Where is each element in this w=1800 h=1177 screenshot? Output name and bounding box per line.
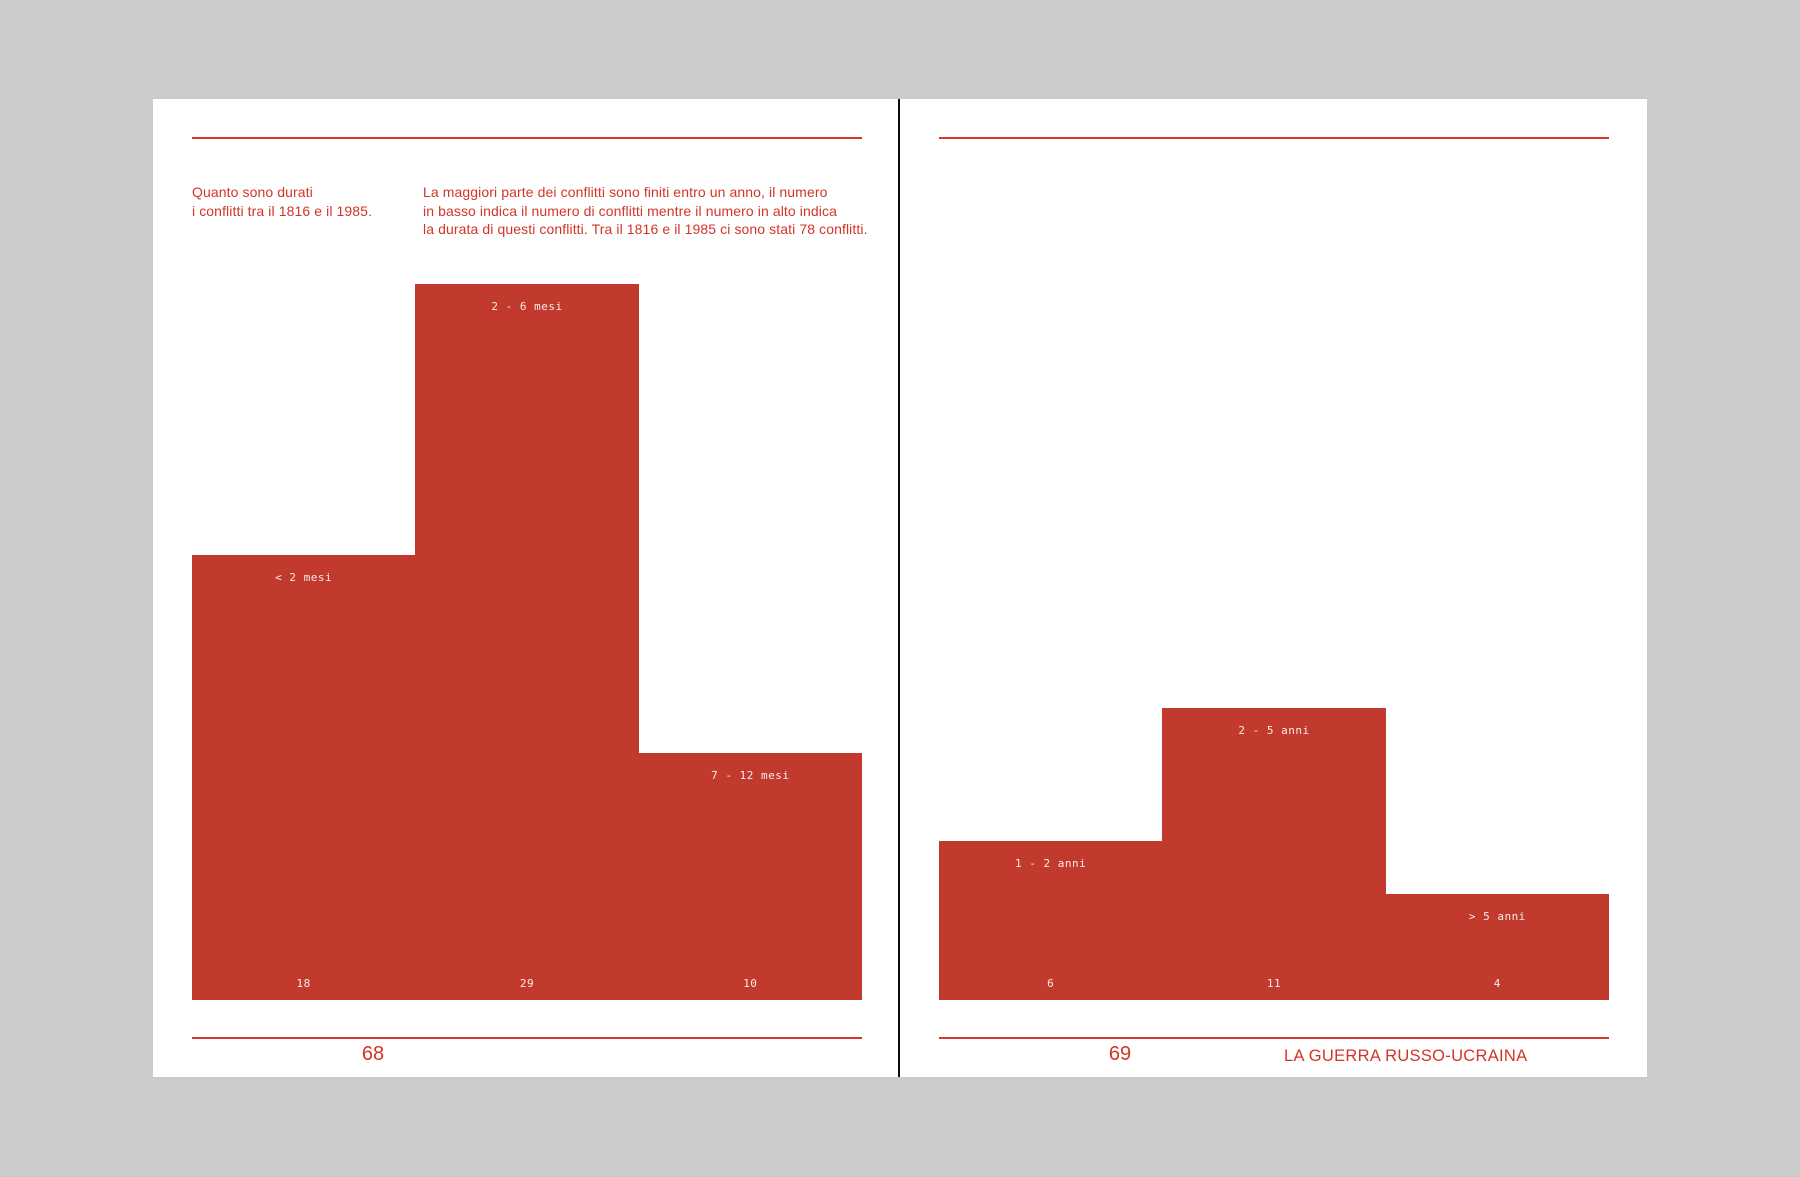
bottom-rule [192, 1037, 862, 1039]
page-right: 1 - 2 anni 6 2 - 5 anni 11 > 5 anni 4 69 LA G… [900, 99, 1647, 1077]
bar-value-label: 4 [1493, 977, 1501, 990]
bar-value-label: 10 [743, 977, 758, 990]
bar-category-label: > 5 anni [1468, 910, 1526, 923]
bar-category-label: < 2 mesi [275, 571, 333, 584]
chart-description: La maggiori parte dei conflitti sono fin… [423, 184, 868, 237]
chart-conflict-duration-years: 1 - 2 anni 6 2 - 5 anni 11 > 5 anni 4 [939, 260, 1609, 1000]
bar-2-6-mesi: 2 - 6 mesi 29 [415, 284, 639, 1000]
bar-value-label: 29 [519, 977, 535, 990]
chart-conflict-duration-months: < 2 mesi 18 2 - 6 mesi 29 7 - 12 mesi 10 [192, 260, 862, 1000]
bar-1-2-anni: 1 - 2 anni 6 [939, 841, 1163, 1000]
chart-heading: Quanto sono durati i conflitti tra il 18… [192, 184, 373, 219]
bar-2-5-anni: 2 - 5 anni 11 [1162, 708, 1386, 1000]
page-number-left: 68 [361, 1043, 385, 1065]
bar-category-label: 1 - 2 anni [1015, 857, 1087, 870]
bar-category-label: 7 - 12 mesi [711, 769, 790, 782]
chapter-title: LA GUERRA RUSSO-UCRAINA [1284, 1047, 1528, 1065]
bar-5-anni: > 5 anni 4 [1385, 894, 1609, 1000]
bar-category-label: 2 - 6 mesi [491, 300, 563, 313]
top-rule [192, 137, 862, 139]
page-number-right: 69 [1108, 1043, 1132, 1065]
bottom-rule [939, 1037, 1609, 1039]
bar-value-label: 18 [296, 977, 311, 990]
bar-category-label: 2 - 5 anni [1238, 724, 1310, 737]
bar-7-12-mesi: 7 - 12 mesi 10 [638, 753, 862, 1000]
page-left: Quanto sono durati i conflitti tra il 18… [153, 99, 898, 1077]
bar-2-mesi: < 2 mesi 18 [192, 555, 416, 1000]
top-rule [939, 137, 1609, 139]
bar-value-label: 6 [1047, 977, 1055, 990]
bar-value-label: 11 [1266, 977, 1282, 990]
page-spine-divider [898, 99, 900, 1077]
